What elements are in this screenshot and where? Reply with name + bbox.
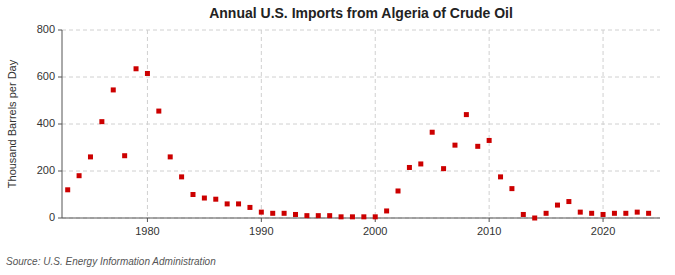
chart: 0 200 400 600 800 1980 1990 2000 2010 2020 Annual … — [0, 0, 675, 275]
point — [190, 192, 195, 197]
point — [99, 119, 104, 124]
y-tick-label: 800 — [37, 23, 55, 35]
point — [339, 214, 344, 219]
point — [179, 174, 184, 179]
point — [464, 112, 469, 117]
grid — [62, 30, 660, 218]
x-tick — [489, 218, 490, 222]
y-tick — [58, 218, 62, 219]
point — [236, 201, 241, 206]
y-tick-label: 200 — [37, 164, 55, 176]
x-tick — [603, 218, 604, 222]
y-tick — [58, 77, 62, 78]
point — [111, 87, 116, 92]
point — [247, 205, 252, 210]
point — [134, 66, 139, 71]
point — [156, 109, 161, 114]
grid-line — [261, 30, 262, 218]
grid-line — [62, 124, 660, 125]
point — [270, 211, 275, 216]
point — [225, 201, 230, 206]
grid-line — [375, 30, 376, 218]
point — [77, 173, 82, 178]
point — [259, 210, 264, 215]
point — [646, 211, 651, 216]
axes: 0 200 400 600 800 1980 1990 2000 2010 2020 — [37, 23, 660, 237]
point — [327, 213, 332, 218]
x-tick — [147, 218, 148, 222]
point — [544, 211, 549, 216]
point — [498, 174, 503, 179]
point — [635, 210, 640, 215]
x-tick — [261, 218, 262, 222]
point — [316, 213, 321, 218]
point — [612, 211, 617, 216]
point — [623, 211, 628, 216]
source: Source: U.S. Energy Information Administ… — [6, 256, 216, 267]
grid-line — [62, 77, 660, 78]
title: Annual U.S. Imports from Algeria of Crud… — [209, 5, 513, 21]
point — [521, 212, 526, 217]
x-tick-label: 1990 — [249, 225, 273, 237]
point — [589, 211, 594, 216]
point — [373, 214, 378, 219]
x-axis-line — [62, 218, 660, 219]
grid-line — [147, 30, 148, 218]
y-axis-label: Thousand Barrels per Day — [6, 59, 18, 188]
point — [532, 216, 537, 221]
grid-line — [62, 171, 660, 172]
point — [566, 199, 571, 204]
point — [202, 196, 207, 201]
grid-line — [489, 30, 490, 218]
point — [475, 144, 480, 149]
point — [407, 165, 412, 170]
grid-line — [62, 218, 660, 219]
x-tick-label: 2020 — [591, 225, 615, 237]
point — [282, 211, 287, 216]
point — [88, 154, 93, 159]
y-tick-label: 400 — [37, 117, 55, 129]
point — [65, 187, 70, 192]
point — [168, 154, 173, 159]
point — [441, 166, 446, 171]
point — [487, 138, 492, 143]
point — [555, 203, 560, 208]
y-tick-label: 0 — [49, 211, 55, 223]
point — [396, 188, 401, 193]
point — [145, 71, 150, 76]
points — [65, 66, 651, 220]
x-tick-label: 1980 — [135, 225, 159, 237]
y-tick — [58, 171, 62, 172]
y-tick — [58, 124, 62, 125]
point — [601, 212, 606, 217]
x-tick-label: 2000 — [363, 225, 387, 237]
grid-line — [603, 30, 604, 218]
point — [509, 186, 514, 191]
point — [430, 130, 435, 135]
point — [304, 213, 309, 218]
point — [213, 197, 218, 202]
grid-line — [62, 30, 660, 31]
point — [578, 210, 583, 215]
y-tick — [58, 30, 62, 31]
y-tick-label: 600 — [37, 70, 55, 82]
point — [293, 212, 298, 217]
point — [418, 161, 423, 166]
point — [361, 214, 366, 219]
point — [452, 143, 457, 148]
x-tick-label: 2010 — [477, 225, 501, 237]
point — [122, 153, 127, 158]
point — [384, 208, 389, 213]
point — [350, 214, 355, 219]
